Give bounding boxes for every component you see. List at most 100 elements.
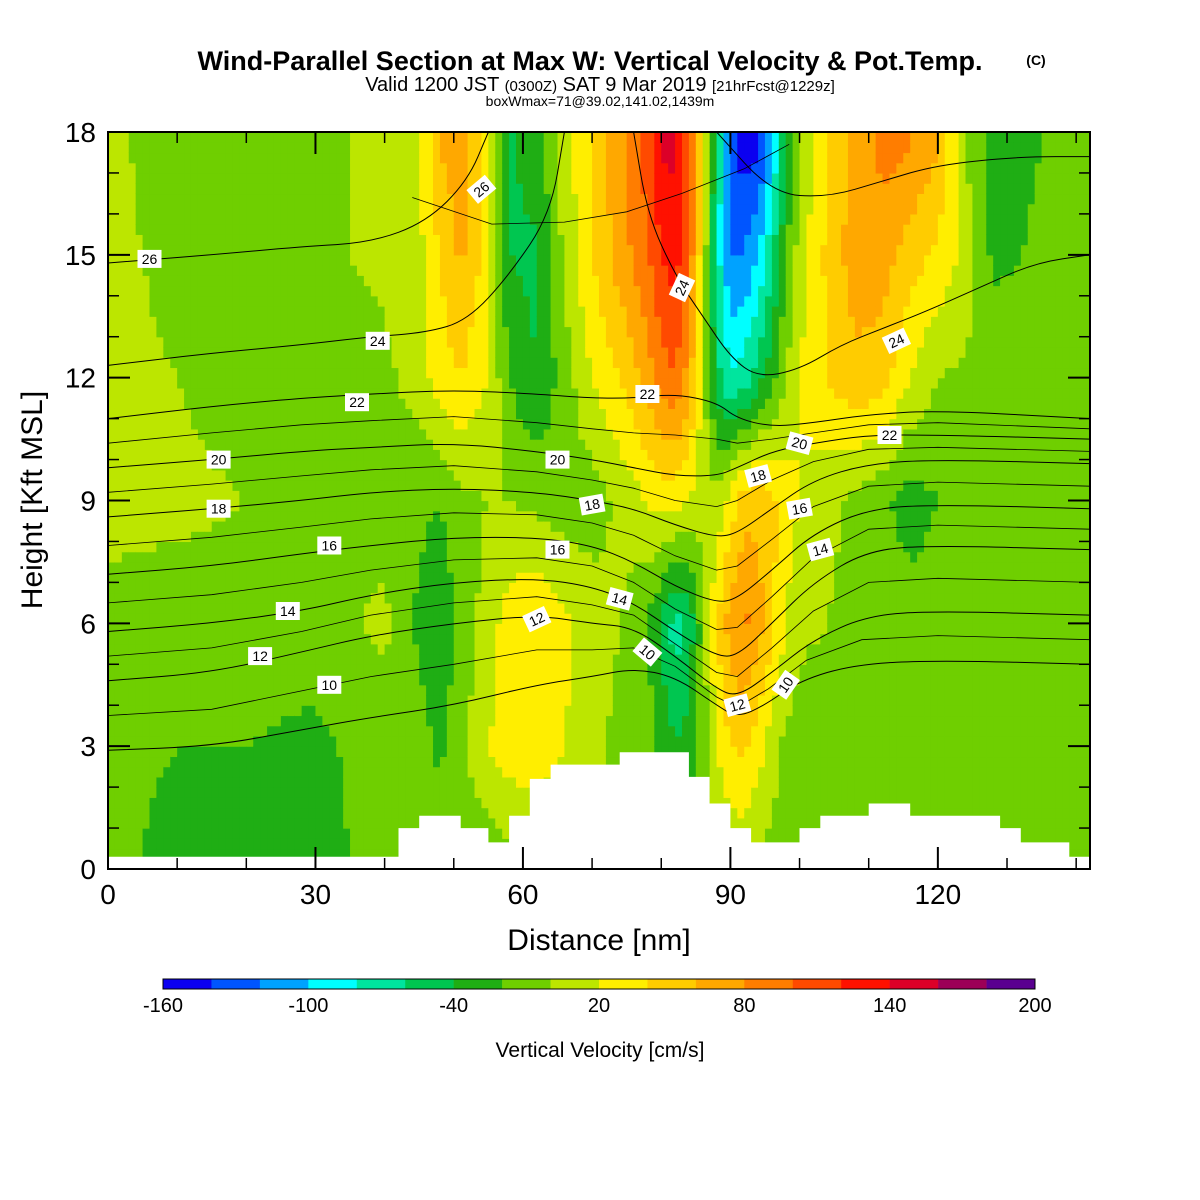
heatmap-cell <box>433 787 441 798</box>
heatmap-cell <box>253 551 261 563</box>
heatmap-cell <box>377 357 386 369</box>
heatmap-cell <box>280 776 289 788</box>
heatmap-cell <box>287 449 296 461</box>
heatmap-cell <box>156 797 164 809</box>
heatmap-cell <box>336 326 344 338</box>
heatmap-cell <box>308 224 317 235</box>
heatmap-cell <box>543 244 552 256</box>
heatmap-cell <box>502 725 510 737</box>
heatmap-cell <box>488 193 496 205</box>
heatmap-cell <box>453 449 462 461</box>
heatmap-cell <box>246 183 254 195</box>
heatmap-cell <box>536 162 545 174</box>
heatmap-cell <box>232 152 240 164</box>
heatmap-cell <box>467 295 476 307</box>
heatmap-cell <box>412 367 420 379</box>
heatmap-cell <box>398 725 406 737</box>
heatmap-cell <box>356 152 365 164</box>
heatmap-cell <box>142 480 151 491</box>
heatmap-cell <box>405 541 413 553</box>
heatmap-cell <box>543 500 552 512</box>
heatmap-cell <box>253 213 261 225</box>
heatmap-cell <box>315 346 323 358</box>
heatmap-cell <box>446 418 455 430</box>
heatmap-cell <box>481 387 489 399</box>
heatmap-cell <box>377 398 386 409</box>
heatmap-cell <box>156 674 164 686</box>
heatmap-cell <box>495 367 503 379</box>
heatmap-cell <box>343 203 351 215</box>
heatmap-cell <box>377 572 386 583</box>
heatmap-cell <box>433 664 441 676</box>
heatmap-cell <box>536 172 545 184</box>
heatmap-cell <box>377 306 386 317</box>
heatmap-cell <box>225 807 234 819</box>
heatmap-cell <box>336 746 344 758</box>
heatmap-cell <box>460 326 469 338</box>
heatmap-cell <box>343 684 351 696</box>
heatmap-cell <box>170 295 178 307</box>
heatmap-cell <box>177 285 185 297</box>
heatmap-cell <box>128 848 137 860</box>
heatmap-cell <box>253 541 261 553</box>
heatmap-cell <box>363 705 372 717</box>
heatmap-cell <box>128 254 137 266</box>
heatmap-cell <box>522 132 531 143</box>
heatmap-cell <box>529 306 538 317</box>
heatmap-cell <box>453 715 462 727</box>
heatmap-cell <box>135 357 144 369</box>
heatmap-cell <box>467 531 476 543</box>
heatmap-cell <box>439 602 448 614</box>
heatmap-cell <box>149 234 158 246</box>
heatmap-cell <box>405 326 413 338</box>
heatmap-cell <box>488 398 496 409</box>
heatmap-cell <box>273 326 282 338</box>
heatmap-cell <box>439 326 448 338</box>
heatmap-cell <box>253 469 261 481</box>
heatmap-cell <box>142 684 151 696</box>
heatmap-cell <box>211 254 220 266</box>
heatmap-cell <box>190 572 199 583</box>
heatmap-cell <box>315 387 323 399</box>
heatmap-cell <box>522 776 531 788</box>
heatmap-cell <box>329 275 337 287</box>
heatmap-cell <box>239 817 247 829</box>
heatmap-cell <box>149 510 158 522</box>
heatmap-cell <box>350 418 358 430</box>
heatmap-cell <box>453 326 462 338</box>
heatmap-cell <box>571 602 579 614</box>
heatmap-cell <box>204 275 213 287</box>
heatmap-cell <box>246 469 254 481</box>
heatmap-cell <box>322 520 330 532</box>
heatmap-cell <box>260 480 268 491</box>
heatmap-cell <box>564 254 572 266</box>
heatmap-cell <box>322 602 330 614</box>
heatmap-cell <box>398 152 406 164</box>
heatmap-cell <box>439 203 448 215</box>
heatmap-cell <box>578 746 586 758</box>
heatmap-cell <box>197 664 206 676</box>
heatmap-cell <box>301 428 310 440</box>
heatmap-cell <box>536 254 545 266</box>
heatmap-cell <box>488 817 496 829</box>
heatmap-cell <box>509 664 517 676</box>
heatmap-cell <box>246 459 254 471</box>
heatmap-cell <box>557 285 566 297</box>
heatmap-cell <box>156 531 164 543</box>
heatmap-cell <box>495 531 503 543</box>
heatmap-cell <box>218 613 227 624</box>
heatmap-cell <box>232 480 240 491</box>
heatmap-cell <box>474 705 483 717</box>
heatmap-cell <box>232 623 240 635</box>
heatmap-cell <box>405 234 413 246</box>
heatmap-cell <box>315 234 323 246</box>
heatmap-cell <box>356 725 365 737</box>
heatmap-cell <box>550 152 559 164</box>
heatmap-cell <box>253 275 261 287</box>
heatmap-cell <box>343 326 351 338</box>
heatmap-cell <box>460 367 469 379</box>
heatmap-cell <box>301 418 310 430</box>
heatmap-cell <box>225 469 234 481</box>
heatmap-cell <box>343 735 351 747</box>
